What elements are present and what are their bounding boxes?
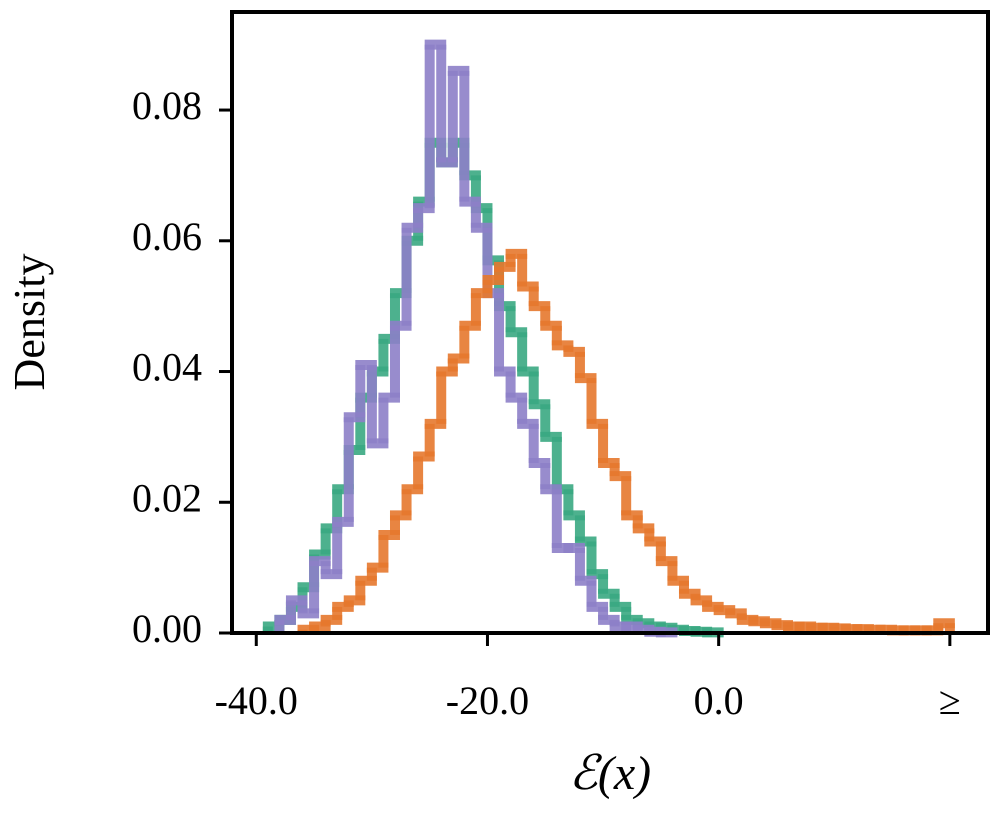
x-tick-label: ≥ <box>939 678 961 723</box>
y-axis-label: Density <box>5 254 54 391</box>
x-tick-label: -40.0 <box>215 678 298 723</box>
x-tick-label: 0.0 <box>694 678 744 723</box>
plot-frame <box>230 10 990 635</box>
y-tick-label: 0.00 <box>132 606 202 651</box>
y-tick-label: 0.02 <box>132 475 202 520</box>
x-tick-label: -20.0 <box>446 678 529 723</box>
y-tick-label: 0.04 <box>132 345 202 390</box>
y-tick-label: 0.06 <box>132 214 202 259</box>
x-axis-label: ℰ(x) <box>569 747 651 800</box>
y-tick-label: 0.08 <box>132 83 202 128</box>
